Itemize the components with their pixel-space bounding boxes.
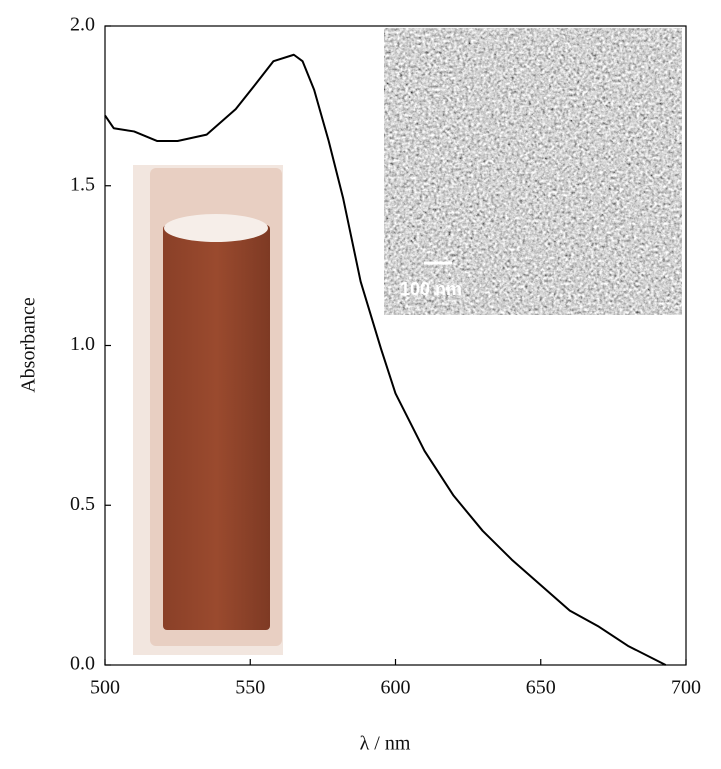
scale-bar-label: 100 nm xyxy=(400,279,462,299)
x-axis-label: λ / nm xyxy=(360,733,411,755)
cuvette-photo xyxy=(133,165,283,655)
y-axis-label: Absorbance xyxy=(18,297,40,393)
y-tick-label: 0.0 xyxy=(70,653,95,675)
y-tick-label: 1.0 xyxy=(70,333,95,355)
x-tick-label: 500 xyxy=(90,677,120,699)
x-tick-label: 550 xyxy=(235,677,265,699)
y-tick-label: 0.5 xyxy=(70,493,95,515)
x-tick-label: 700 xyxy=(671,677,701,699)
x-tick-label: 650 xyxy=(526,677,556,699)
x-tick-label: 600 xyxy=(381,677,411,699)
y-tick-label: 2.0 xyxy=(70,14,95,36)
y-tick-label: 1.5 xyxy=(70,173,95,195)
sem-inset: 100 nm xyxy=(384,28,682,315)
spectrum-line xyxy=(104,53,667,666)
